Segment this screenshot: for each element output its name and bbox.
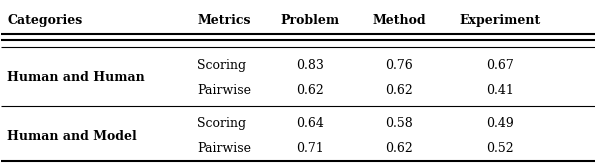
Text: Metrics: Metrics	[197, 14, 251, 27]
Text: Categories: Categories	[7, 14, 83, 27]
Text: 0.62: 0.62	[385, 142, 412, 155]
Text: Scoring: Scoring	[197, 117, 246, 130]
Text: 0.67: 0.67	[486, 59, 514, 72]
Text: 0.49: 0.49	[486, 117, 514, 130]
Text: 0.52: 0.52	[486, 142, 514, 155]
Text: Pairwise: Pairwise	[197, 142, 251, 155]
Text: 0.83: 0.83	[296, 59, 324, 72]
Text: Human and Human: Human and Human	[7, 72, 145, 84]
Text: Problem: Problem	[280, 14, 340, 27]
Text: Method: Method	[372, 14, 426, 27]
Text: 0.58: 0.58	[385, 117, 412, 130]
Text: 0.76: 0.76	[385, 59, 412, 72]
Text: 0.62: 0.62	[296, 84, 324, 97]
Text: 0.62: 0.62	[385, 84, 412, 97]
Text: 0.64: 0.64	[296, 117, 324, 130]
Text: 0.71: 0.71	[296, 142, 324, 155]
Text: Experiment: Experiment	[459, 14, 541, 27]
Text: Pairwise: Pairwise	[197, 84, 251, 97]
Text: Scoring: Scoring	[197, 59, 246, 72]
Text: Human and Model: Human and Model	[7, 130, 137, 143]
Text: 0.41: 0.41	[486, 84, 514, 97]
